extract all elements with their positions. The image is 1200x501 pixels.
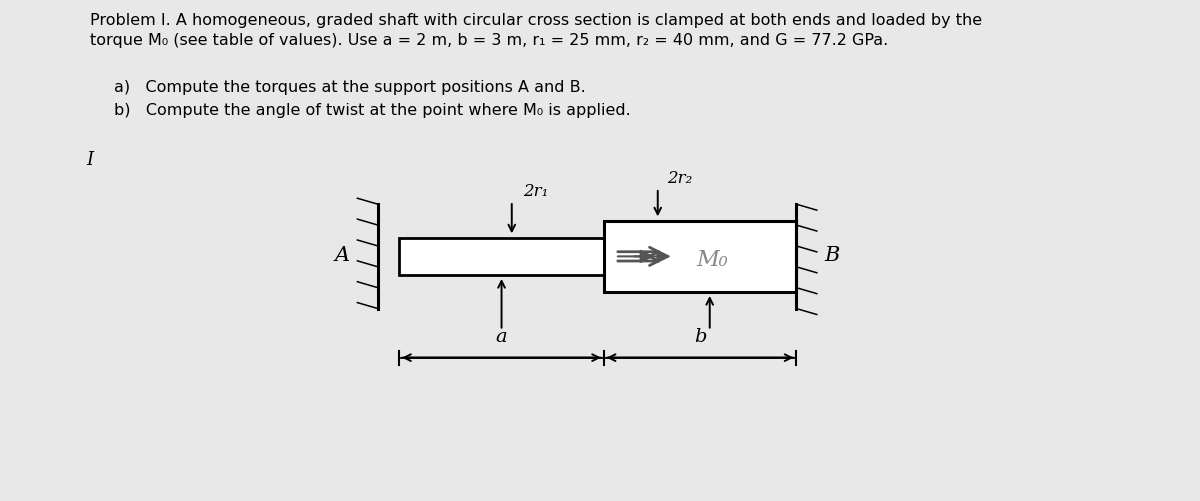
Bar [604, 221, 797, 293]
Text: I: I [86, 150, 94, 168]
Text: 2r₁: 2r₁ [523, 183, 548, 200]
Text: Problem I. A homogeneous, graded shaft with circular cross section is clamped at: Problem I. A homogeneous, graded shaft w… [90, 13, 982, 28]
Text: b)   Compute the angle of twist at the point where M₀ is applied.: b) Compute the angle of twist at the poi… [114, 103, 631, 118]
Text: torque M₀ (see table of values). Use a = 2 m, b = 3 m, r₁ = 25 mm, r₂ = 40 mm, a: torque M₀ (see table of values). Use a =… [90, 33, 888, 48]
Text: A: A [335, 245, 350, 265]
Text: a: a [496, 327, 508, 345]
Text: a)   Compute the torques at the support positions A and B.: a) Compute the torques at the support po… [114, 80, 586, 95]
Text: b: b [694, 327, 707, 345]
Text: M₀: M₀ [697, 249, 728, 271]
Text: 2r₂: 2r₂ [667, 170, 692, 187]
Text: B: B [824, 245, 839, 265]
Bar [400, 238, 604, 276]
